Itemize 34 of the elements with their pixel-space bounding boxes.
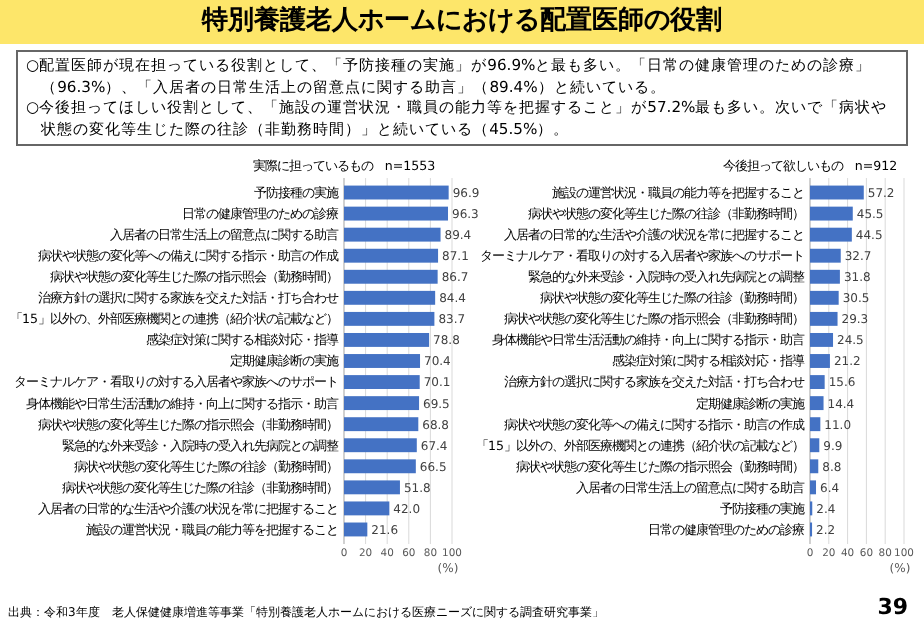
bar (344, 438, 417, 453)
bar (344, 290, 436, 305)
bar (810, 206, 853, 221)
text: 39 (877, 594, 908, 620)
bar (344, 417, 419, 432)
bar (344, 354, 421, 368)
bar (344, 522, 368, 537)
bar (810, 459, 819, 474)
bar (344, 311, 435, 326)
bar (344, 206, 448, 221)
bar (810, 480, 817, 495)
bar (810, 311, 838, 326)
bar (810, 227, 852, 242)
bar (810, 332, 834, 347)
bar (344, 227, 441, 242)
bar (344, 459, 416, 474)
bar (810, 269, 840, 284)
bar (344, 501, 390, 516)
bar (810, 248, 841, 263)
bar (344, 332, 430, 347)
bar (810, 396, 824, 411)
bar (810, 185, 864, 200)
bar (344, 248, 439, 263)
bar (810, 290, 839, 305)
bar (810, 438, 820, 453)
bar (344, 375, 420, 390)
bar (344, 185, 449, 200)
bar (344, 480, 400, 495)
bar (810, 375, 825, 390)
bar (344, 396, 420, 411)
bar (810, 417, 821, 432)
text: 特別養護老人ホームにおける配置医師の役割 (0, 0, 924, 44)
bar (344, 269, 438, 284)
bar (810, 354, 830, 368)
